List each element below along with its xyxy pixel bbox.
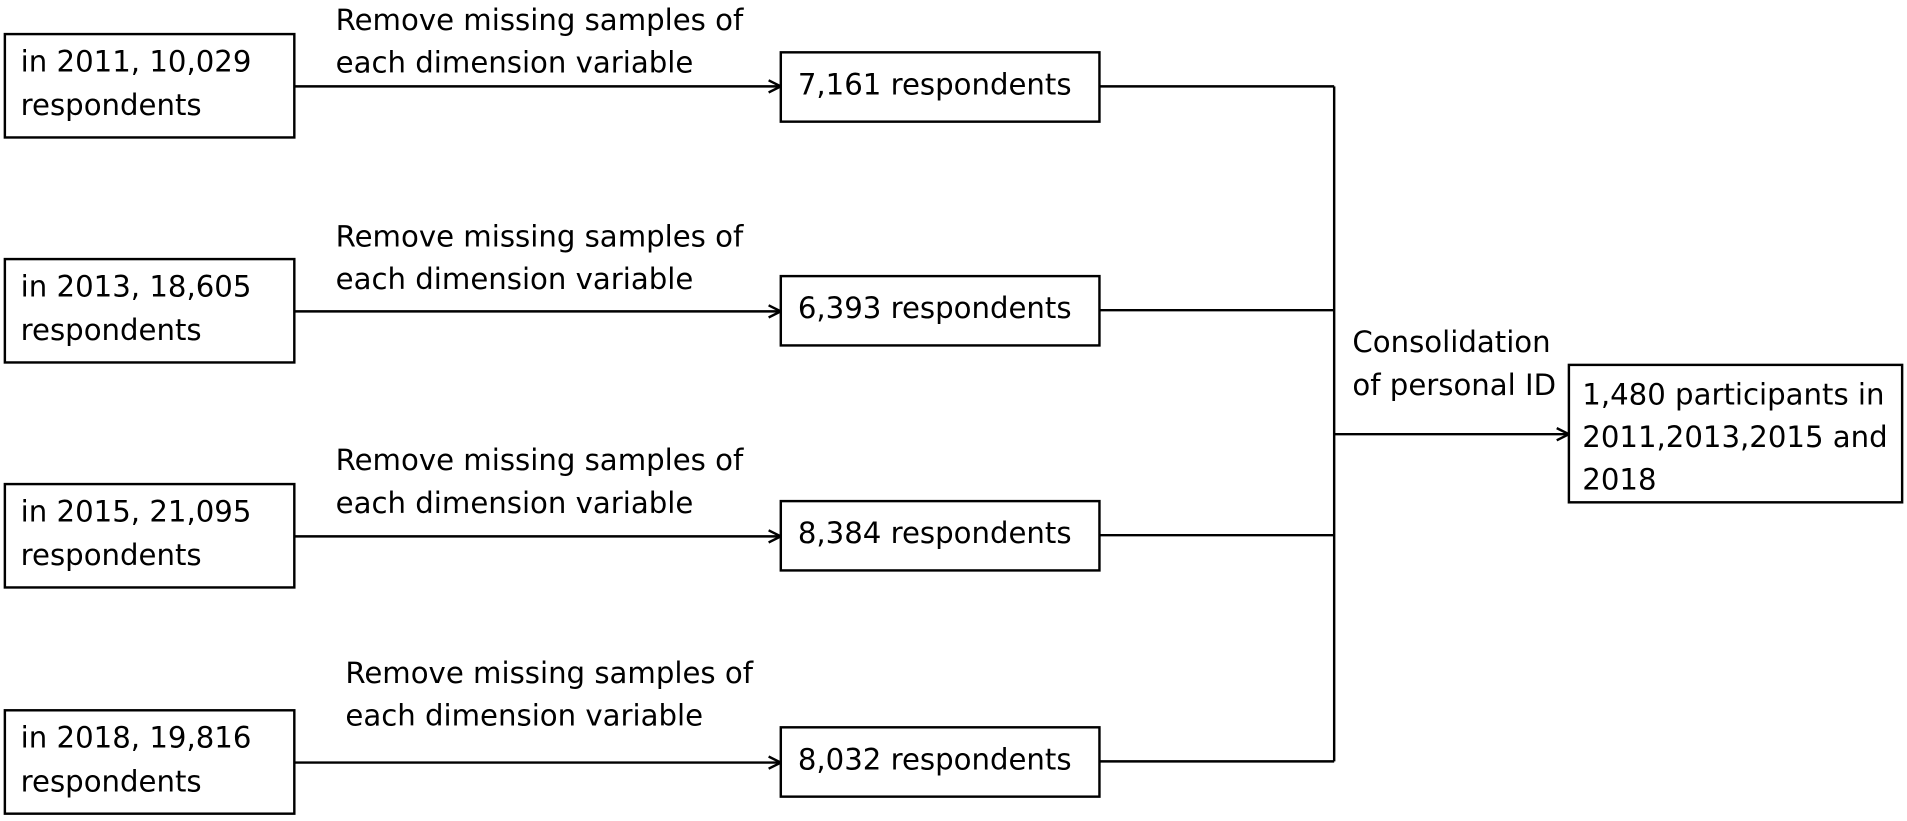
result-box (779, 51, 1101, 123)
step-label: each dimension variable (345, 699, 703, 733)
consolidation-label: of personal ID (1352, 368, 1556, 402)
source-text: respondents (21, 764, 202, 798)
source-box (3, 482, 296, 589)
result-text: 7,161 respondents (798, 67, 1072, 101)
source-text: respondents (21, 88, 202, 122)
source-box (3, 709, 296, 815)
source-text: in 2015, 21,095 (21, 494, 252, 528)
source-box (3, 257, 296, 364)
final-box (1567, 363, 1904, 504)
step-label: each dimension variable (336, 262, 694, 296)
final-text: 1,480 participants in (1582, 378, 1884, 412)
step-label: Remove missing samples of (336, 443, 744, 477)
result-text: 8,384 respondents (798, 516, 1072, 550)
source-text: respondents (21, 538, 202, 572)
step-label: Remove missing samples of (336, 219, 744, 253)
step-label: each dimension variable (336, 486, 694, 520)
source-text: in 2011, 10,029 (21, 44, 252, 78)
source-text: respondents (21, 313, 202, 347)
source-text: in 2018, 19,816 (21, 720, 252, 754)
result-text: 8,032 respondents (798, 742, 1072, 776)
source-text: in 2013, 18,605 (21, 269, 252, 303)
step-label: Remove missing samples of (345, 656, 753, 690)
consolidation-label: Consolidation (1352, 325, 1550, 359)
step-label: each dimension variable (336, 45, 694, 79)
result-box (779, 274, 1101, 347)
final-text: 2018 (1582, 463, 1656, 497)
source-box (3, 32, 296, 139)
step-label: Remove missing samples of (336, 3, 744, 37)
result-text: 6,393 respondents (798, 291, 1072, 325)
final-text: 2011,2013,2015 and (1582, 420, 1887, 454)
